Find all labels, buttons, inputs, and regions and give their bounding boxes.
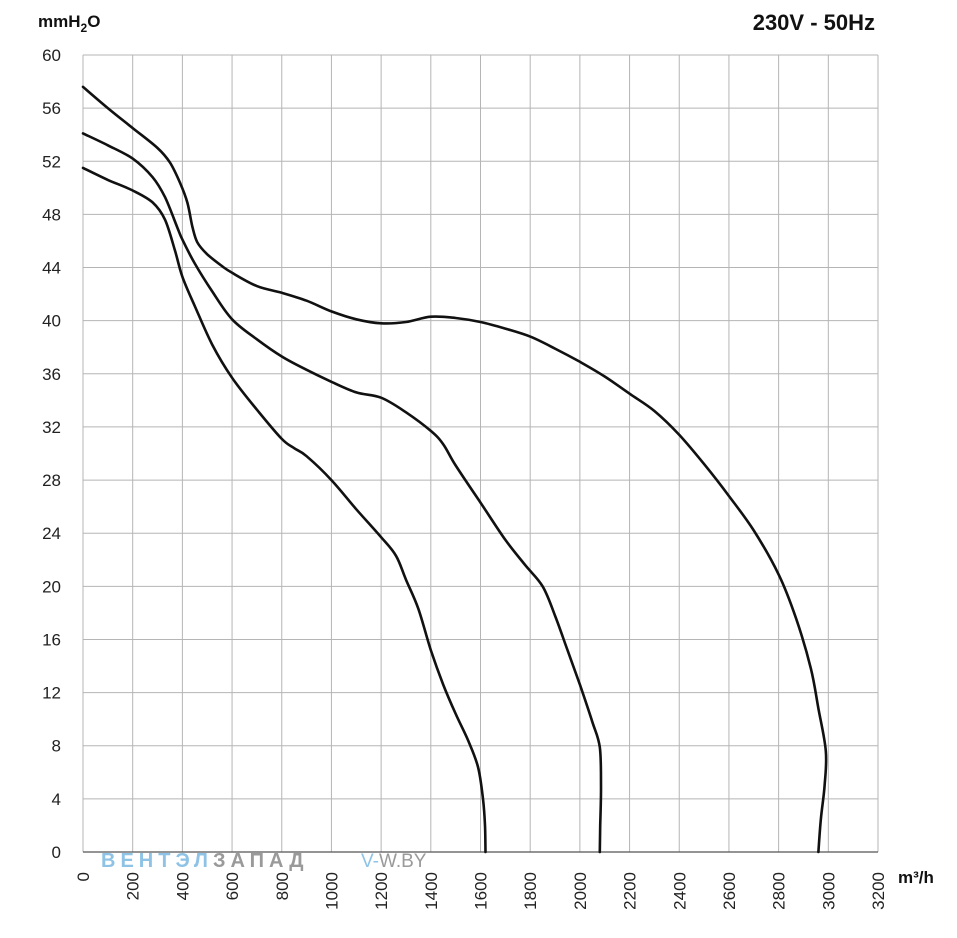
x-tick-label: 3200 (869, 872, 888, 910)
svg-text:ВЕНТЭЛЗАПАД: ВЕНТЭЛЗАПАД (101, 850, 308, 872)
x-tick-label: 1800 (521, 872, 540, 910)
x-tick-label: 2400 (670, 872, 689, 910)
watermark-part-4: W.BY (379, 851, 427, 872)
x-tick-labels: 0 200 400 600 800 1000 1200 1400 1600 1800 2000 220… (74, 872, 888, 910)
y-tick-label: 8 (52, 737, 61, 756)
series-line-3 (81, 85, 828, 854)
chart-title: 230V - 50Hz (753, 10, 875, 35)
y-tick-label: 28 (42, 471, 61, 490)
watermark-part-3: V- (361, 851, 379, 872)
x-tick-label: 400 (173, 872, 192, 900)
y-tick-label: 12 (42, 684, 61, 703)
y-tick-label: 4 (52, 790, 61, 809)
y-tick-label: 0 (52, 843, 61, 862)
x-tick-label: 0 (74, 872, 93, 881)
x-tick-label: 1000 (322, 872, 341, 910)
y-tick-label: 16 (42, 630, 61, 649)
x-tick-label: 3000 (819, 872, 838, 910)
x-tick-label: 2600 (720, 872, 739, 910)
x-tick-label: 1200 (372, 872, 391, 910)
y-tick-label: 24 (42, 524, 61, 543)
y-tick-label: 56 (42, 99, 61, 118)
grid-lines (82, 54, 879, 853)
y-tick-label: 48 (42, 205, 61, 224)
x-tick-label: 1600 (472, 872, 491, 910)
y-tick-label: 52 (42, 152, 61, 171)
x-tick-label: 1400 (422, 872, 441, 910)
x-tick-label: 200 (124, 872, 143, 900)
y-tick-label: 40 (42, 312, 61, 331)
watermark-part-2: ЗАПАД (213, 850, 309, 872)
watermark-part-1: ВЕНТЭЛ (101, 850, 213, 872)
series-lines (81, 85, 828, 854)
x-tick-label: 2800 (770, 872, 789, 910)
y-tick-label: 20 (42, 577, 61, 596)
y-tick-label: 32 (42, 418, 61, 437)
x-tick-label: 2000 (571, 872, 590, 910)
x-tick-label: 800 (273, 872, 292, 900)
y-tick-label: 44 (42, 259, 61, 278)
x-tick-label: 2200 (621, 872, 640, 910)
x-tick-label: 600 (223, 872, 242, 900)
svg-text:V-W.BY: V-W.BY (361, 851, 427, 872)
y-tick-label: 36 (42, 365, 61, 384)
y-axis-unit: mmH2O (38, 12, 100, 35)
watermark: ВЕНТЭЛЗАПАД V-W.BY (101, 850, 427, 872)
series-line-1 (81, 166, 487, 854)
y-tick-label: 60 (42, 46, 61, 65)
series-line-2 (81, 132, 603, 854)
x-axis-unit: m³/h (898, 868, 934, 887)
